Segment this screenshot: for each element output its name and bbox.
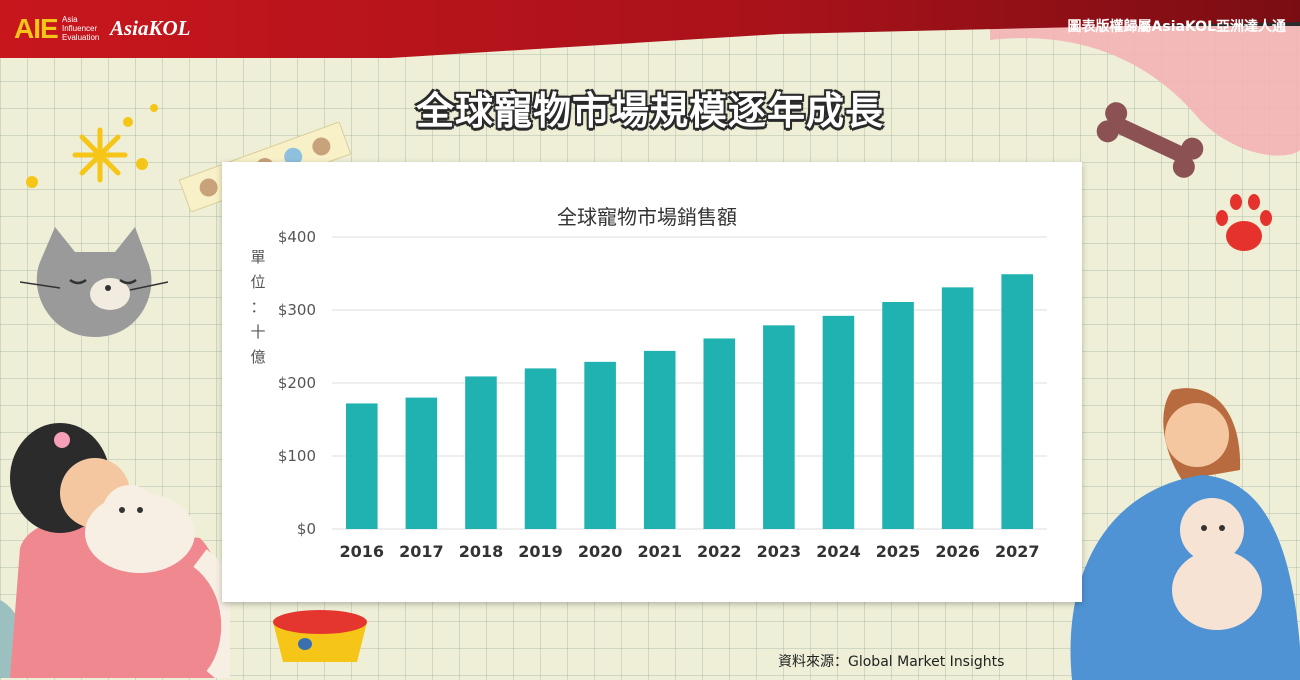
bar-2016 bbox=[346, 403, 378, 529]
y-tick-label: $0 bbox=[297, 520, 316, 538]
y-tick-label: $300 bbox=[278, 301, 316, 319]
chart-card: $0 $100 $200 $300 $400 2016 2017 2018 2019 2020 2… bbox=[222, 162, 1082, 602]
bar-2022 bbox=[703, 338, 736, 529]
x-tick-label: 2023 bbox=[757, 542, 802, 561]
y-tick-label: $100 bbox=[278, 447, 316, 465]
x-tick-label: 2016 bbox=[340, 542, 385, 561]
source-note: 資料來源：Global Market Insights bbox=[778, 654, 1005, 670]
x-tick-label: 2019 bbox=[518, 542, 563, 561]
bone-decoration bbox=[1096, 102, 1204, 178]
bar-2019 bbox=[524, 368, 557, 529]
gridlines bbox=[332, 236, 1047, 530]
chart-title: 全球寵物市場銷售額 bbox=[557, 205, 737, 229]
star-decoration bbox=[26, 104, 158, 188]
bars bbox=[346, 274, 1033, 529]
y-axis-label-text: 單位：十億 bbox=[250, 248, 265, 366]
x-tick-label: 2020 bbox=[578, 542, 623, 561]
x-tick-label: 2017 bbox=[399, 542, 444, 561]
aie-sub-line: Influencer bbox=[62, 24, 98, 33]
bar-2025 bbox=[882, 301, 914, 529]
bar-chart: $0$100$200$300$400 2016 2017 2018 2019 2020 2… bbox=[250, 205, 1047, 561]
page-title: 全球寵物市場規模逐年成長 bbox=[415, 89, 884, 133]
x-tick-label: 2027 bbox=[995, 542, 1040, 561]
aie-logo-subtitle: Asia Influencer Evaluation bbox=[62, 15, 99, 42]
cat-face-decoration bbox=[20, 227, 169, 337]
x-tick-label: 2024 bbox=[816, 542, 861, 561]
x-tick-label: 2018 bbox=[459, 542, 504, 561]
paw-print-decoration bbox=[1216, 194, 1272, 251]
aie-sub-line: Evaluation bbox=[62, 33, 100, 42]
bar-2027 bbox=[1001, 274, 1033, 529]
pet-bowl-decoration bbox=[273, 610, 367, 662]
bar-2017 bbox=[405, 397, 438, 529]
bar-2023 bbox=[763, 325, 795, 529]
y-tick-labels: $0 $100 $200 $300 $400 bbox=[278, 228, 316, 538]
x-tick-label: 2021 bbox=[637, 542, 682, 561]
asiakol-logo: AsiaKOL bbox=[110, 16, 191, 40]
y-axis-label: 單位：十億 bbox=[250, 248, 265, 366]
y-tick-label: $400 bbox=[278, 228, 316, 246]
woman-holding-dog-illustration bbox=[1070, 388, 1300, 680]
x-tick-label: 2025 bbox=[876, 542, 921, 561]
woman-holding-cat-illustration bbox=[10, 423, 230, 678]
x-tick-label: 2022 bbox=[697, 542, 742, 561]
y-tick-label: $200 bbox=[278, 374, 316, 392]
aie-sub-line: Asia bbox=[62, 15, 78, 24]
bar-2026 bbox=[941, 287, 974, 529]
bar-2024 bbox=[822, 315, 855, 529]
aie-logo: AIE bbox=[14, 13, 59, 44]
bar-2018 bbox=[465, 376, 497, 529]
copyright-notice: 圖表版權歸屬AsiaKOL亞洲達人通 bbox=[1067, 19, 1286, 35]
bar-2021 bbox=[643, 350, 676, 529]
x-tick-labels: 2016 2017 2018 2019 2020 2021 2022 2023 2024 2025… bbox=[340, 542, 1040, 561]
bar-2020 bbox=[584, 361, 616, 529]
x-tick-label: 2026 bbox=[935, 542, 980, 561]
